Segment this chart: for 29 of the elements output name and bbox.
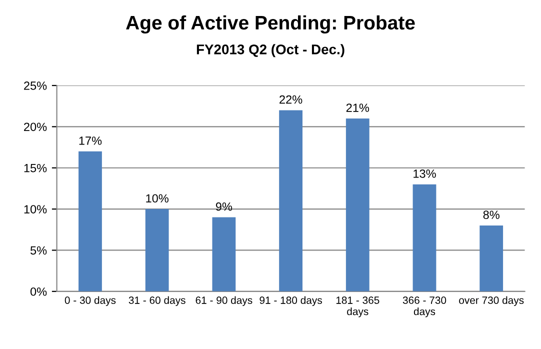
data-label: 10% xyxy=(146,194,168,203)
y-tick-label: 5% xyxy=(30,246,47,255)
bar xyxy=(480,226,504,292)
data-label: 17% xyxy=(79,136,102,145)
x-tick-label: 366 - 730 days xyxy=(402,296,446,318)
y-tick-label: 0% xyxy=(30,287,47,296)
x-tick-label: over 730 days xyxy=(459,296,524,306)
data-label: 8% xyxy=(483,210,500,220)
bar xyxy=(412,184,436,292)
x-tick-label: 31 - 60 days xyxy=(128,296,186,306)
y-tick-label: 15% xyxy=(24,164,47,172)
data-label: 22% xyxy=(280,95,302,104)
bar xyxy=(212,217,236,292)
y-tick-label: 20% xyxy=(24,122,47,132)
chart-title: Age of Active Pending: Probate xyxy=(126,15,415,34)
chart-subtitle: FY2013 Q2 (Oct - Dec.) xyxy=(196,44,344,58)
x-tick-label: 181 - 365 days xyxy=(336,296,380,318)
y-tick-label: 25% xyxy=(24,82,47,90)
x-tick-label: 0 - 30 days xyxy=(64,296,116,306)
bar xyxy=(279,110,302,292)
bar xyxy=(78,151,102,292)
x-tick-label: 91 - 180 days xyxy=(260,296,322,306)
data-label: 13% xyxy=(414,169,436,178)
y-tick-label: 10% xyxy=(24,205,47,214)
x-tick-label: 61 - 90 days xyxy=(196,296,252,306)
bar xyxy=(346,118,370,292)
data-label: 9% xyxy=(216,202,232,211)
bar xyxy=(145,209,169,292)
data-label: 21% xyxy=(346,104,370,112)
